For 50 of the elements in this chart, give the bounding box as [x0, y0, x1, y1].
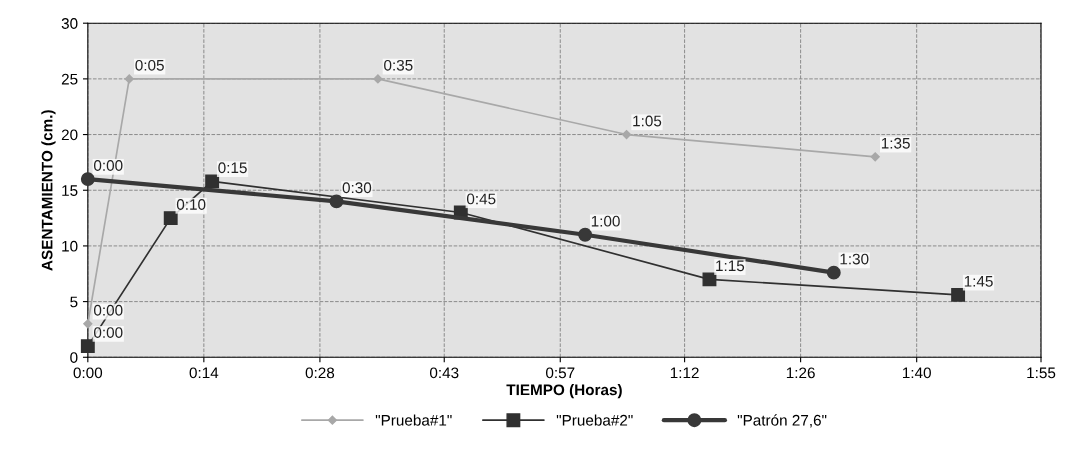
point [373, 74, 383, 84]
annotation: 0:00 [93, 160, 123, 171]
legend-label: "Prueba#1" [375, 414, 452, 426]
point [621, 129, 632, 140]
point [578, 227, 593, 242]
y-tick-label: 5 [70, 296, 78, 308]
y-axis-title: ASENTAMIENTO (cm.) [41, 110, 56, 271]
point [163, 211, 178, 226]
point [702, 272, 717, 287]
annotation: 1:15 [716, 260, 745, 272]
annotation: 0:15 [218, 162, 247, 174]
annotation: 0:10 [176, 199, 206, 210]
point [870, 152, 880, 162]
x-tick-label: 1:26 [786, 367, 815, 379]
annotation: 0:35 [384, 59, 413, 71]
x-tick-label: 0:14 [189, 367, 219, 379]
point [205, 174, 220, 189]
point [826, 265, 841, 280]
annotation: 1:45 [964, 276, 993, 287]
annotation: 1:30 [840, 253, 869, 265]
x-tick-label: 1:55 [1027, 367, 1056, 379]
annotation: 0:30 [342, 182, 372, 194]
x-tick-label: 0:28 [305, 367, 335, 379]
annotation: 1:35 [881, 137, 910, 149]
x-tick-label: 0:00 [73, 367, 103, 379]
x-axis-title: TIEMPO (Horas) [506, 384, 622, 399]
point [124, 74, 134, 84]
legend-label: "Prueba#2" [556, 414, 633, 426]
point [329, 194, 344, 209]
y-tick-label: 15 [62, 185, 78, 196]
annotation: 0:05 [135, 59, 164, 71]
x-tick-label: 0:57 [546, 367, 575, 379]
y-tick-label: 30 [61, 18, 78, 29]
y-tick-label: 20 [61, 129, 78, 141]
annotation: 0:00 [93, 304, 123, 316]
y-tick-label: 10 [62, 240, 78, 252]
legend-label: "Patrón 27,6" [737, 414, 827, 428]
annotation: 0:00 [93, 327, 123, 338]
point [83, 319, 93, 329]
annotation: 1:05 [633, 115, 662, 127]
y-tick-label: 0 [70, 352, 78, 363]
point [80, 172, 95, 187]
annotation: 0:45 [466, 193, 496, 205]
x-tick-label: 1:40 [902, 367, 931, 379]
x-tick-label: 1:12 [670, 367, 699, 379]
point [80, 339, 95, 354]
point [951, 287, 966, 302]
y-tick-label: 25 [61, 73, 78, 85]
x-tick-label: 0:43 [429, 367, 459, 379]
annotation: 1:00 [591, 215, 620, 227]
